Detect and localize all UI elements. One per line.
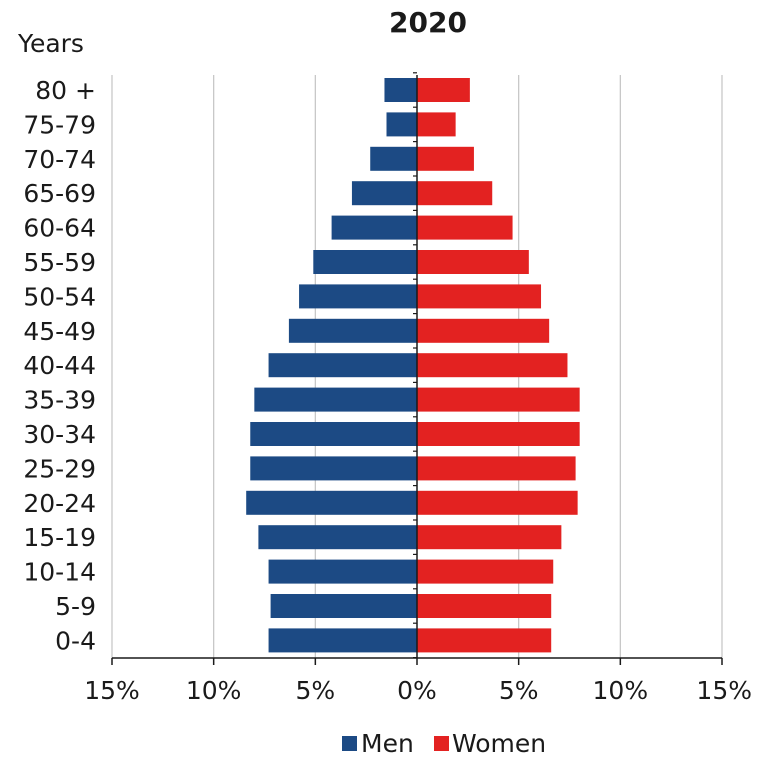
bar-men: [299, 284, 417, 309]
bar-women: [417, 559, 554, 584]
x-tick-label: 5%: [499, 676, 539, 705]
category-label: 80 +: [35, 76, 96, 105]
legend-label: Men: [361, 729, 414, 757]
category-labels: 80 + 75-79 70-74 65-69 60-64 55-59 50-54 45-49 4…: [23, 76, 96, 655]
category-label: 20-24: [23, 489, 96, 518]
bar-men: [268, 559, 417, 584]
legend-swatch: [434, 736, 449, 751]
legend: Men Women: [342, 729, 546, 757]
bar-men: [351, 181, 417, 206]
category-label: 75-79: [23, 110, 96, 139]
bar-women: [417, 284, 542, 309]
bar-men: [250, 422, 417, 446]
bar-women: [417, 594, 552, 618]
bar-men: [254, 387, 417, 412]
bar-women: [417, 146, 474, 171]
bar-women: [417, 112, 456, 137]
bar-women: [417, 318, 550, 343]
bar-men: [331, 215, 417, 240]
x-tick-label: 10%: [593, 676, 649, 705]
axes: [111, 72, 723, 665]
bar-men: [384, 78, 417, 102]
x-tick-labels: 15% 10% 5% 0% 5% 10% 15%: [84, 676, 752, 705]
legend-swatch: [342, 736, 357, 751]
bar-women: [417, 422, 580, 446]
chart-title: 2020: [389, 6, 467, 39]
category-label: 45-49: [23, 317, 96, 346]
legend-label: Women: [452, 729, 546, 757]
category-label: 25-29: [23, 454, 96, 483]
category-label: 10-14: [23, 558, 96, 587]
bar-men: [288, 318, 417, 343]
bar-women: [417, 250, 529, 274]
x-tick-label: 10%: [186, 676, 242, 705]
category-label: 30-34: [23, 420, 96, 449]
category-label: 50-54: [23, 282, 96, 311]
bar-men: [268, 628, 417, 653]
bar-women: [417, 181, 493, 206]
category-label: 40-44: [23, 351, 96, 380]
category-label: 5-9: [55, 592, 96, 621]
x-tick-label: 15%: [84, 676, 140, 705]
bar-men: [313, 250, 417, 274]
bar-women: [417, 353, 568, 378]
bar-women: [417, 387, 580, 412]
bar-men: [246, 490, 417, 515]
bar-women: [417, 456, 576, 481]
bar-women: [417, 628, 552, 653]
category-label: 65-69: [23, 179, 96, 208]
bar-men: [370, 146, 417, 171]
category-label: 55-59: [23, 248, 96, 277]
bar-women: [417, 490, 578, 515]
bar-women: [417, 215, 513, 240]
bar-men: [270, 594, 417, 618]
x-tick-label: 5%: [295, 676, 335, 705]
bar-men: [258, 525, 417, 550]
bar-men: [250, 456, 417, 481]
category-label: 70-74: [23, 145, 96, 174]
bar-men: [268, 353, 417, 378]
bar-women: [417, 525, 562, 550]
category-label: 15-19: [23, 523, 96, 552]
bar-women: [417, 78, 470, 102]
category-label: 35-39: [23, 386, 96, 415]
bar-men: [386, 112, 417, 137]
y-axis-label: Years: [17, 29, 84, 58]
x-tick-label: 0%: [397, 676, 437, 705]
category-label: 60-64: [23, 214, 96, 243]
category-label: 0-4: [55, 626, 96, 655]
x-tick-label: 15%: [696, 676, 752, 705]
bars-group: [246, 78, 580, 653]
